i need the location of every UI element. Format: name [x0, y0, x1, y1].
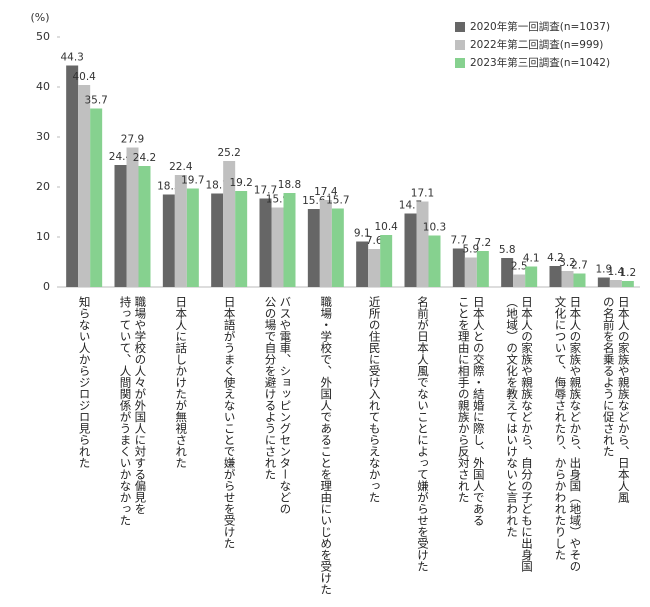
data-label: 4.1: [523, 253, 540, 265]
y-tick-label: 30: [36, 130, 50, 143]
bar: [271, 207, 284, 287]
data-label: 19.7: [181, 175, 204, 187]
bar: [561, 271, 574, 287]
bar: [162, 194, 175, 287]
x-tick-label: 知らない人からジロジロ見られた: [77, 296, 92, 469]
bar: [331, 208, 344, 287]
y-tick-label: 40: [36, 80, 50, 93]
data-label: 22.4: [169, 161, 193, 173]
y-unit-label: (%): [30, 11, 49, 24]
bar: [307, 209, 320, 287]
x-tick-label: 日本人との交際・結婚に際し、外国人である ことを理由に相手の親族から反対された: [456, 296, 486, 526]
data-label: 17.7: [254, 185, 277, 197]
bar: [597, 277, 610, 287]
bar: [428, 235, 441, 287]
bar: [223, 161, 236, 287]
x-tick-label: 職場や学校の人々が外国人に対する偏見を 持っていて、人間関係がうまくいかなかった: [118, 296, 148, 526]
data-label: 18.8: [278, 179, 301, 191]
bar: [90, 108, 103, 287]
y-tick-label: 10: [36, 230, 50, 243]
legend-label: 2020年第一回調査(n=1037): [470, 20, 610, 33]
data-label: 7.2: [474, 237, 491, 249]
x-tick-label: 日本人の家族や親族などから、自分の子どもに出身国 （地域）の文化を教えてはいけな…: [505, 296, 535, 572]
bar: [525, 266, 538, 287]
data-label: 27.9: [121, 134, 144, 146]
x-tick-label: 日本語がうまく使えないことで嫌がらせを受けた: [222, 296, 237, 549]
bar: [404, 213, 417, 287]
data-label: 25.2: [217, 147, 240, 159]
bar: [501, 258, 514, 287]
data-label: 17.4: [314, 186, 338, 198]
bar: [138, 166, 151, 287]
bar: [283, 193, 296, 287]
x-tick-label: 日本人に話しかけたが無視された: [174, 296, 189, 469]
data-label: 44.3: [60, 52, 83, 64]
bar: [66, 65, 79, 287]
x-tick-label: 近所の住民に受け入れてもらえなかった: [367, 296, 382, 503]
bar: [126, 147, 139, 287]
data-label: 7.7: [450, 235, 467, 247]
data-label: 9.1: [354, 228, 371, 240]
bar: [211, 193, 224, 287]
data-label: 17.1: [411, 188, 434, 200]
data-label: 1.4: [607, 266, 624, 278]
legend-swatch: [455, 58, 465, 68]
data-label: 10.3: [423, 222, 446, 234]
bar: [78, 85, 91, 287]
bar: [259, 198, 272, 287]
bar: [186, 188, 199, 287]
bar: [174, 175, 187, 287]
x-tick-label: 日本人の家族や親族などから、日本人風 の名前を名乗るように促された: [601, 296, 631, 503]
x-tick-label: 日本人の家族や親族などから、出身国（地域）やその 文化について、侮辱されたり、か…: [553, 296, 583, 572]
x-tick-label: 名前が日本人風でないことによって嫌がらせを受けた: [415, 296, 430, 572]
bar: [464, 257, 477, 287]
bar: [452, 248, 465, 287]
data-label: 2.5: [511, 261, 528, 273]
bar: [319, 200, 332, 287]
data-label: 18.5: [157, 181, 180, 193]
data-label: 40.4: [72, 71, 96, 83]
data-label: 35.7: [84, 95, 107, 107]
x-tick-label: バスや電車、ショッピングセンターなどの 公の場で自分を避けるようにされた: [263, 296, 293, 515]
legend-label: 2022年第二回調査(n=999): [470, 38, 603, 51]
data-label: 3.2: [559, 257, 576, 269]
y-tick-label: 50: [36, 30, 50, 43]
bar: [235, 191, 248, 287]
data-label: 7.6: [366, 235, 383, 247]
bar: [549, 266, 562, 287]
bar: [114, 165, 127, 287]
bar: [380, 235, 393, 287]
legend-swatch: [455, 22, 465, 32]
bar: [416, 201, 429, 287]
data-label: 4.2: [547, 252, 564, 264]
bar: [621, 281, 634, 287]
data-label: 2.7: [571, 260, 588, 272]
y-tick-label: 0: [43, 280, 50, 293]
data-label: 5.8: [499, 244, 516, 256]
legend-swatch: [455, 40, 465, 50]
bar: [356, 241, 369, 287]
data-label: 10.4: [374, 221, 398, 233]
data-label: 5.9: [462, 244, 479, 256]
data-label: 14.7: [399, 200, 422, 212]
data-label: 1.9: [595, 264, 612, 276]
data-label: 24.2: [133, 152, 156, 164]
bar: [368, 249, 381, 287]
bar: [609, 280, 622, 287]
x-tick-label: 職場・学校で、外国人であることを理由にいじめを受けた: [319, 296, 334, 595]
data-label: 1.2: [619, 267, 636, 279]
data-label: 15.7: [326, 195, 349, 207]
data-label: 15.9: [266, 194, 289, 206]
legend-label: 2023年第三回調査(n=1042): [470, 56, 610, 69]
y-tick-label: 20: [36, 180, 50, 193]
data-label: 18.7: [205, 180, 228, 192]
bar: [476, 251, 489, 287]
bar: [573, 273, 586, 287]
bar: [513, 274, 526, 287]
data-label: 19.2: [229, 177, 252, 189]
